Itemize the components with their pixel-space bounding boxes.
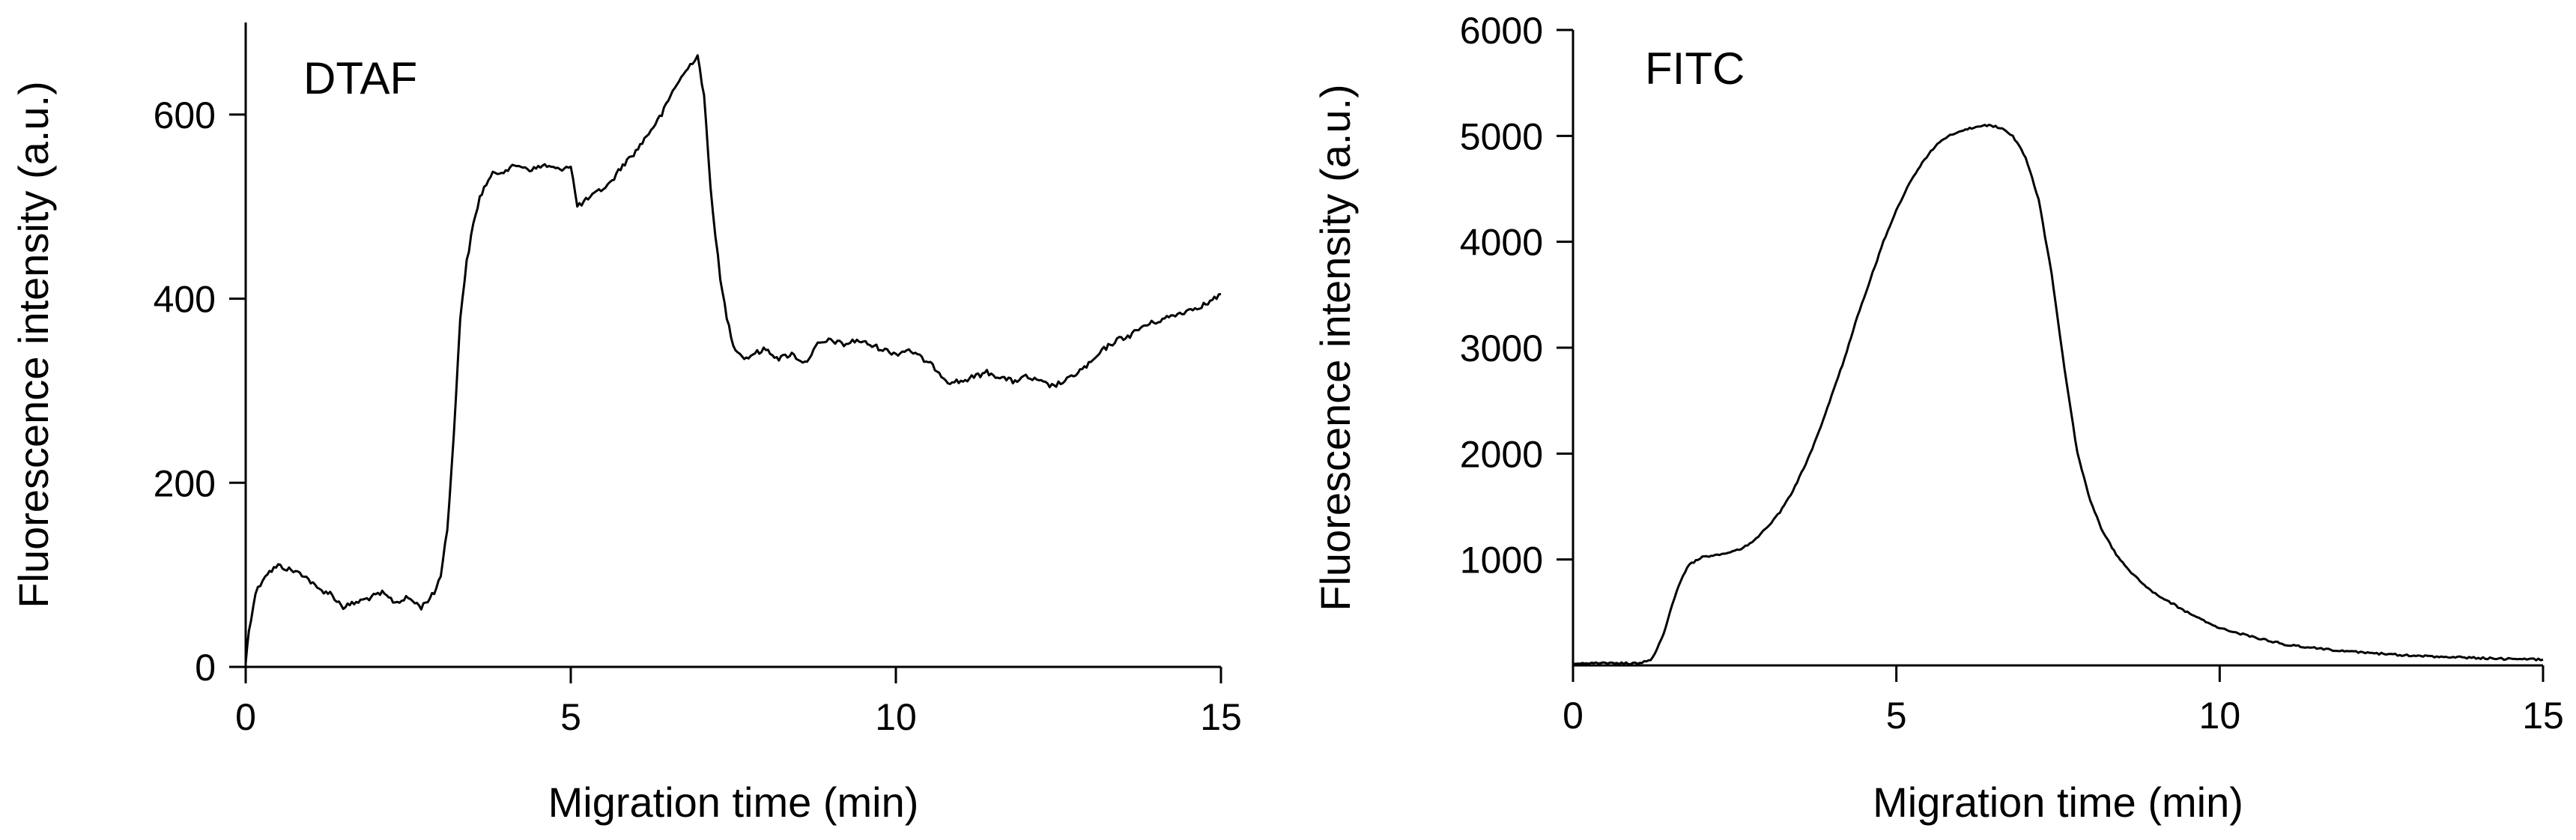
x-axis-title-dtaf: Migration time (min): [548, 779, 919, 826]
series-line-fitc-0: [1572, 124, 2544, 665]
y-tick-label-dtaf: 600: [154, 94, 216, 136]
x-axis-title-fitc: Migration time (min): [1873, 779, 2243, 826]
y-tick-label-dtaf: 0: [195, 647, 216, 689]
y-axis-title-dtaf: Fluorescence intensity (a.u.): [10, 81, 57, 608]
y-tick-label-dtaf: 200: [154, 462, 216, 504]
panel-fitc: 0 5 10 15 1000 2000 3000 4000 5000 6000 Migration …: [1312, 10, 2564, 826]
y-tick-label-fitc: 1000: [1460, 540, 1543, 581]
x-tick-label-fitc: 10: [2199, 695, 2241, 737]
y-tick-label-fitc: 2000: [1460, 433, 1543, 475]
y-tick-label-fitc: 6000: [1460, 10, 1543, 52]
x-tick-label-fitc: 0: [1563, 695, 1584, 737]
x-tick-label-fitc: 5: [1886, 695, 1907, 737]
panel-label-fitc: FITC: [1645, 43, 1745, 94]
x-tick-label-dtaf: 5: [560, 696, 581, 738]
series-line-dtaf-0: [244, 54, 1222, 664]
y-tick-label-fitc: 5000: [1460, 115, 1543, 157]
y-tick-label-fitc: 3000: [1460, 327, 1543, 369]
panel-dtaf: 0 5 10 15 0 200 400 600 Migration time (min) Fluo…: [10, 22, 1242, 826]
y-axis-title-fitc: Fluorescence intensity (a.u.): [1312, 84, 1359, 611]
x-tick-label-dtaf: 10: [875, 696, 917, 738]
x-tick-label-dtaf: 15: [1200, 696, 1242, 738]
x-tick-label-dtaf: 0: [235, 696, 256, 738]
y-tick-label-dtaf: 400: [154, 279, 216, 321]
panel-label-dtaf: DTAF: [303, 53, 417, 103]
x-tick-label-fitc: 15: [2522, 695, 2564, 737]
y-tick-label-fitc: 4000: [1460, 222, 1543, 264]
